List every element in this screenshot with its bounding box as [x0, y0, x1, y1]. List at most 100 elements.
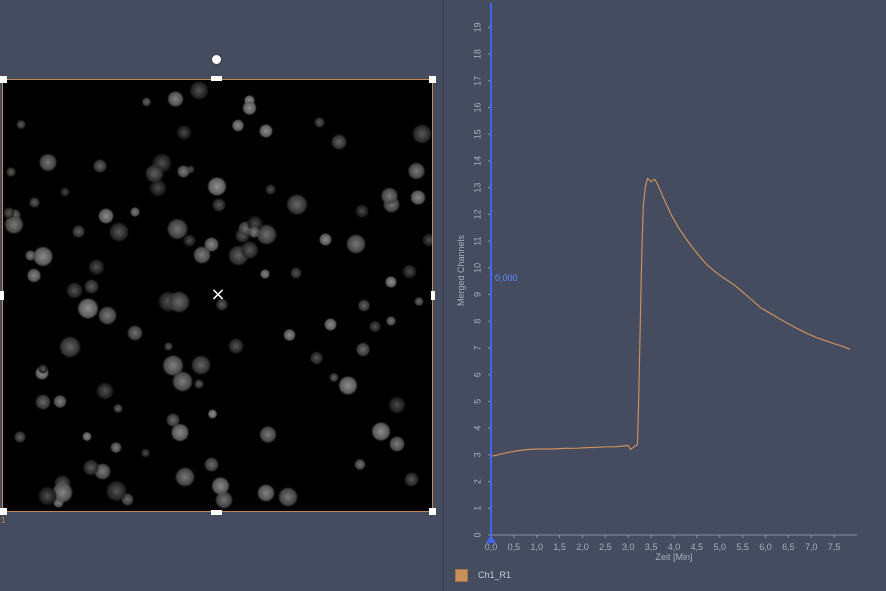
cell-blob: [324, 318, 337, 331]
cell-blob: [265, 184, 276, 195]
y-tick-label: 19: [472, 22, 482, 32]
cell-blob: [3, 207, 15, 219]
cell-blob: [142, 97, 152, 107]
cell-blob: [204, 457, 219, 472]
cell-blob: [386, 316, 396, 326]
cell-blob: [130, 207, 140, 217]
rotate-handle[interactable]: [211, 54, 222, 65]
y-tick-label: 2: [472, 479, 482, 484]
cell-blob: [113, 404, 123, 414]
resize-handle-bottom-right[interactable]: [429, 508, 436, 515]
cell-blob: [290, 267, 303, 280]
cell-blob: [412, 124, 432, 144]
cell-blob: [356, 342, 370, 356]
resize-handle-bottom-center[interactable]: [211, 510, 222, 515]
y-tick-label: 10: [472, 263, 482, 273]
cell-blob: [319, 233, 332, 246]
cell-blob: [207, 177, 226, 196]
cell-blob: [177, 165, 190, 178]
cell-blob: [96, 382, 114, 400]
cell-blob: [59, 336, 81, 358]
cell-blob: [84, 279, 99, 294]
cell-blob: [331, 134, 347, 150]
cell-blob: [410, 190, 426, 206]
y-tick-label: 5: [472, 399, 482, 404]
cell-blob: [259, 426, 277, 444]
x-tick-label: 0,5: [508, 542, 521, 552]
y-tick-label: 6: [472, 372, 482, 377]
y-tick-label: 12: [472, 209, 482, 219]
resize-handle-middle-right[interactable]: [431, 291, 435, 300]
cell-blob: [110, 442, 121, 453]
cell-blob: [6, 167, 16, 177]
cell-blob: [82, 432, 91, 441]
roi-index-label: 1: [1, 516, 5, 525]
y-tick-label: 13: [472, 183, 482, 193]
x-tick-label: 1,5: [553, 542, 566, 552]
resize-handle-top-center[interactable]: [211, 76, 222, 81]
cell-blob: [371, 422, 391, 442]
cell-blob: [232, 119, 244, 131]
cell-blob: [53, 395, 66, 408]
cell-blob: [228, 338, 244, 354]
image-viewer-panel: × 1: [0, 0, 443, 591]
cell-blob: [189, 81, 208, 100]
chart-legend: Ch1_R1: [455, 567, 511, 583]
y-tick-label: 4: [472, 426, 482, 431]
cell-blob: [314, 117, 325, 128]
y-tick-label: 3: [472, 452, 482, 457]
x-tick-label: 5,0: [713, 542, 726, 552]
cell-blob: [286, 194, 307, 215]
x-tick-label: 5,5: [736, 542, 749, 552]
resize-handle-top-left[interactable]: [0, 76, 7, 83]
cell-blob: [404, 472, 419, 487]
cell-blob: [88, 259, 104, 275]
roi-center-marker[interactable]: ×: [209, 286, 227, 304]
panel-divider[interactable]: [443, 0, 444, 591]
cell-blob: [72, 225, 85, 238]
cell-blob: [358, 299, 371, 312]
intensity-chart: 0123456789101112131415161718190,0 0,5 1,0 1…: [445, 0, 886, 565]
cell-blob: [260, 269, 270, 279]
cell-blob: [191, 355, 211, 375]
legend-label: Ch1_R1: [478, 570, 511, 580]
cell-blob: [109, 222, 129, 242]
y-tick-label: 0: [472, 532, 482, 537]
resize-handle-bottom-left[interactable]: [0, 508, 7, 515]
cell-blob: [98, 208, 114, 224]
cell-blob: [422, 233, 433, 247]
cell-blob: [93, 159, 107, 173]
cell-blob: [369, 320, 382, 333]
cell-blob: [194, 379, 204, 389]
cell-blob: [127, 325, 143, 341]
cell-blob: [14, 431, 26, 443]
x-tick-label: 1,0: [530, 542, 543, 552]
cell-blob: [106, 480, 128, 502]
cell-blob: [402, 264, 417, 279]
legend-swatch[interactable]: [455, 569, 468, 582]
cell-blob: [38, 364, 47, 373]
cell-blob: [310, 351, 324, 365]
y-tick-label: 11: [472, 236, 482, 245]
cell-blob: [167, 91, 184, 108]
x-tick-label: 7,0: [805, 542, 818, 552]
cell-blob: [385, 276, 397, 288]
cell-blob: [168, 291, 190, 313]
cell-blob: [240, 241, 259, 260]
cell-blob: [175, 467, 195, 487]
cell-blob: [16, 120, 26, 130]
cell-blob: [60, 187, 69, 196]
cell-blob: [35, 394, 51, 410]
resize-handle-middle-left[interactable]: [0, 291, 4, 300]
time-cursor-handle[interactable]: [486, 535, 496, 543]
x-tick-label: 3,0: [622, 542, 635, 552]
cell-blob: [66, 282, 83, 299]
x-tick-label: 0,0: [485, 542, 498, 552]
cell-blob: [38, 486, 57, 505]
cell-blob: [259, 124, 273, 138]
y-tick-label: 14: [472, 156, 482, 166]
cell-blob: [77, 298, 99, 320]
resize-handle-top-right[interactable]: [429, 76, 436, 83]
cell-blob: [248, 226, 259, 237]
cell-blob: [27, 268, 41, 282]
